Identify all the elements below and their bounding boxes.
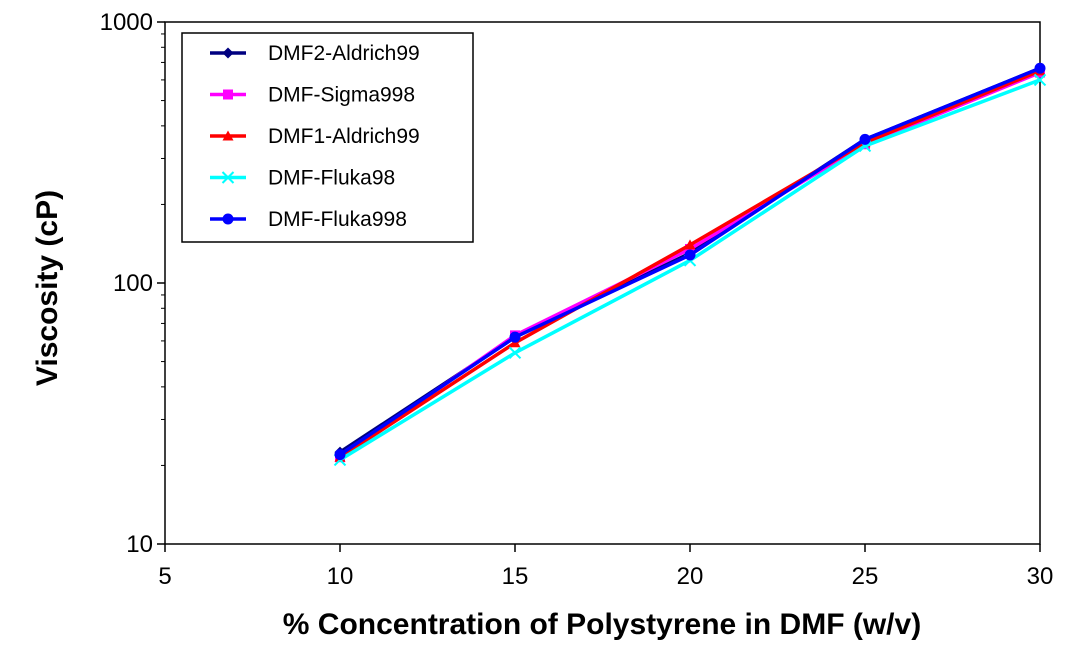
y-tick-label: 100: [113, 270, 153, 297]
legend: DMF2-Aldrich99 DMF-Sigma998 DMF1-Aldrich99…: [181, 32, 474, 243]
x-tick-label: 5: [158, 563, 171, 590]
legend-marker: [222, 47, 234, 59]
marker-x-stroke: [221, 171, 235, 184]
x-tick-label: 30: [1027, 563, 1054, 590]
legend-marker: [221, 171, 235, 184]
x-tick-label: 25: [852, 563, 879, 590]
legend-entry: DMF-Sigma998: [210, 84, 415, 107]
legend-label: DMF-Fluka998: [268, 208, 407, 231]
y-axis-title: Viscosity (cP): [31, 190, 64, 386]
marker-x-stroke: [508, 346, 522, 360]
legend-entry: DMF2-Aldrich99: [210, 42, 420, 65]
series-dmf-fluka998: [334, 62, 1046, 461]
x-tick-label: 20: [677, 563, 704, 590]
legend-entry: DMF-Fluka98: [210, 167, 395, 190]
data-point: [684, 249, 696, 261]
x-tick-label: 15: [502, 563, 529, 590]
y-tick-label: 1000: [100, 9, 153, 36]
legend-label: DMF-Fluka98: [268, 167, 395, 190]
y-tick-label: 10: [126, 531, 153, 558]
data-point: [859, 133, 871, 145]
data-point: [684, 239, 696, 250]
data-point: [334, 449, 346, 461]
data-point: [1034, 62, 1046, 74]
data-point: [1033, 73, 1047, 87]
legend-entry: DMF1-Aldrich99: [210, 125, 420, 148]
legend-entry: DMF-Fluka998: [210, 208, 407, 231]
legend-marker: [223, 89, 233, 100]
legend-marker: [222, 130, 234, 141]
x-axis-title: % Concentration of Polystyrene in DMF (w…: [283, 608, 921, 641]
data-point: [509, 331, 521, 343]
series-layer: [333, 62, 1047, 467]
data-point: [508, 346, 522, 360]
y-axis-ticks: 10 100 1000: [100, 9, 165, 558]
x-axis-ticks: 5 10 15 20 25 30: [158, 544, 1053, 590]
legend-label: DMF2-Aldrich99: [268, 42, 420, 65]
x-tick-label: 10: [327, 563, 354, 590]
marker-x-stroke: [1033, 73, 1047, 87]
legend-label: DMF-Sigma998: [268, 84, 415, 107]
legend-marker: [222, 213, 234, 225]
legend-label: DMF1-Aldrich99: [268, 125, 420, 148]
